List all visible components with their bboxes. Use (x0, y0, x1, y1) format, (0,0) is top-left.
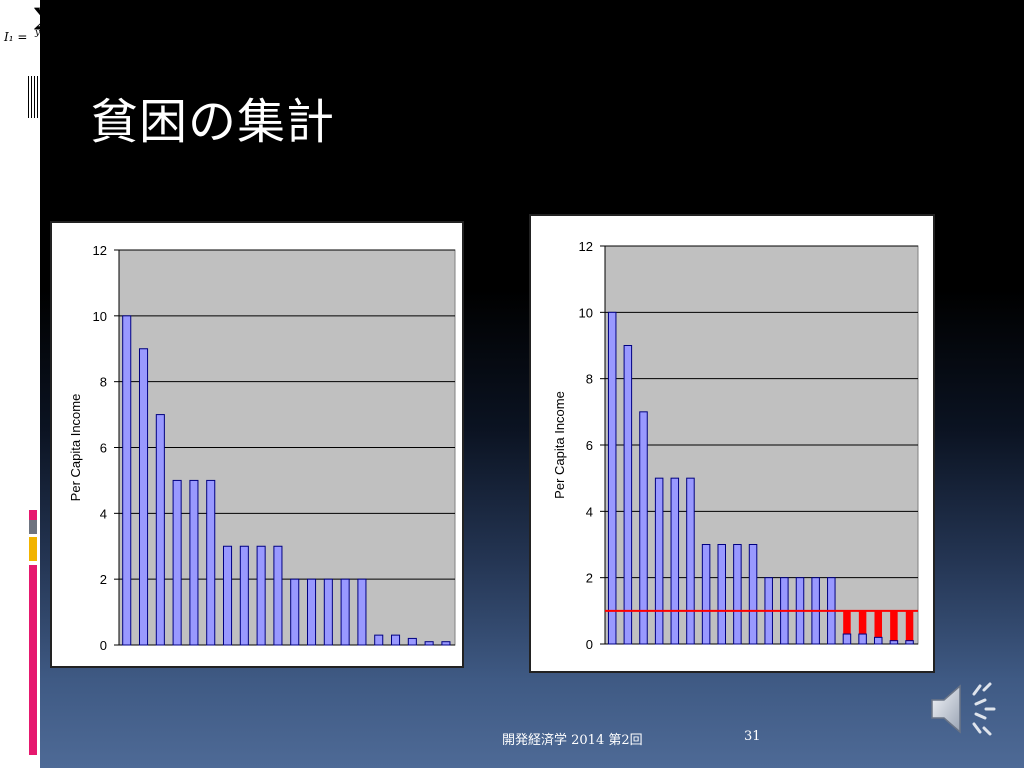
bar (189, 479, 199, 646)
bar (323, 578, 333, 646)
y-axis-label: Per Capita Income (552, 391, 567, 499)
bar (717, 544, 727, 645)
left-white-strip: I₁ = ∑ y (0, 0, 52, 768)
y-axis-label: Per Capita Income (68, 394, 83, 502)
bar (357, 578, 367, 646)
bar (222, 545, 233, 646)
y-tick-label: 6 (586, 438, 593, 453)
accent-magenta-long (29, 565, 37, 755)
bar (701, 544, 711, 645)
accent-gold (29, 537, 37, 561)
y-tick-label: 10 (579, 305, 593, 320)
bar (842, 633, 852, 645)
bar (654, 477, 664, 645)
bar (670, 477, 680, 645)
bar (340, 578, 350, 646)
y-tick-label: 4 (586, 504, 593, 519)
page-number: 31 (744, 729, 761, 744)
chart-right: 0 2 4 6 8 10 12 Per Capita Income (529, 214, 935, 673)
chart-left: 0 2 4 6 8 10 12 Per Capita Income (50, 221, 464, 668)
poverty-gap (843, 610, 851, 635)
bar (122, 315, 132, 646)
y-tick-label: 10 (93, 309, 107, 324)
poverty-gap (858, 610, 867, 635)
bar (607, 311, 617, 645)
y-tick-label: 12 (93, 243, 107, 258)
bar (138, 348, 149, 646)
y-tick-label: 8 (100, 375, 107, 390)
y-tick-label: 0 (100, 638, 107, 653)
y-tick-label: 6 (100, 441, 107, 456)
poverty-gap (905, 610, 914, 641)
chart-left-svg: 0 2 4 6 8 10 12 Per Capita Income (68, 243, 456, 653)
bar (407, 637, 417, 646)
formula-denominator: y (35, 28, 41, 38)
poverty-gap (874, 610, 883, 638)
bar (155, 414, 165, 646)
chart-right-svg: 0 2 4 6 8 10 12 Per Capita Income (552, 239, 919, 652)
bar (290, 578, 300, 646)
bar (239, 545, 249, 646)
y-tick-label: 0 (586, 637, 593, 652)
footer-course: 開発経済学 2014 第2回 (502, 733, 643, 748)
bar (873, 636, 883, 645)
y-tick-label: 12 (579, 239, 593, 254)
y-tick-label: 4 (100, 506, 107, 521)
y-tick-label: 8 (586, 372, 593, 387)
bar (686, 477, 695, 645)
y-tick-label: 2 (100, 572, 107, 587)
poverty-gap (890, 610, 898, 641)
bar (424, 641, 434, 646)
speaker-icon[interactable] (928, 678, 998, 744)
bar (733, 544, 742, 645)
accent-magenta-small (29, 510, 37, 522)
y-tick-label: 2 (586, 571, 593, 586)
bar (172, 479, 182, 646)
bar (748, 544, 758, 645)
bar (390, 634, 401, 646)
slide-title: 貧困の集計 (90, 94, 336, 150)
bar (639, 411, 648, 645)
bar (858, 633, 867, 645)
formula-lhs: I₁ = (4, 30, 28, 44)
bar (206, 479, 216, 646)
bar (905, 640, 914, 645)
accent-gray (29, 520, 37, 534)
bar (623, 345, 633, 645)
bar (256, 545, 266, 646)
bar (889, 640, 899, 645)
formula-fragment: I₁ = ∑ y (4, 2, 52, 44)
bar (273, 545, 283, 646)
bar (441, 641, 451, 646)
bar (306, 578, 317, 646)
bar (374, 634, 384, 646)
